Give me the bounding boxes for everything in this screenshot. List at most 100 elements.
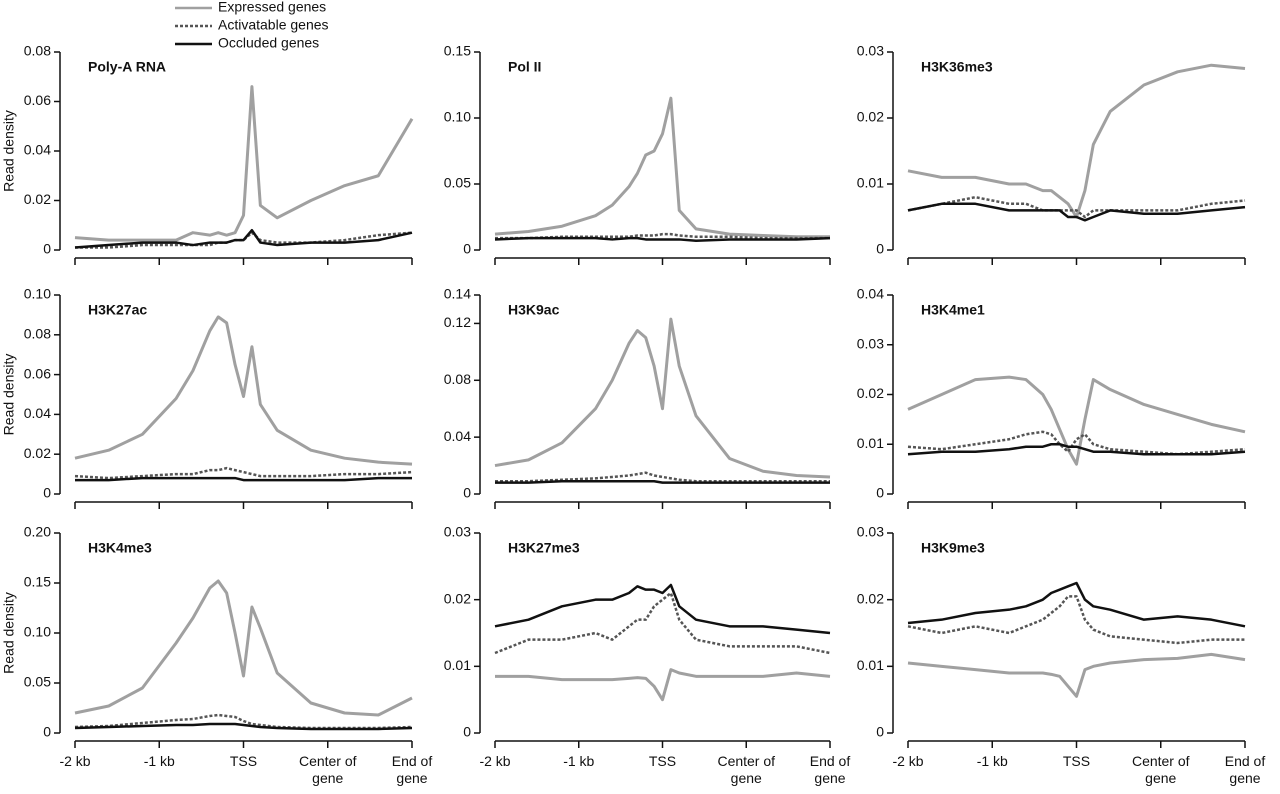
y-tick-label: 0.01 [857, 175, 884, 191]
y-tick-label: 0.10 [444, 109, 471, 125]
panel-title: H3K4me1 [921, 302, 985, 318]
y-tick-label: 0 [463, 485, 471, 501]
series-line [907, 652, 1246, 698]
x-tick-label: TSS [648, 753, 677, 769]
series-line [907, 581, 1246, 628]
panel-title: H3K27ac [88, 302, 147, 318]
x-tick-label: End of gene [1224, 753, 1266, 786]
y-tick-label: 0.15 [444, 43, 471, 59]
x-tick-label: Center of gene [298, 753, 357, 786]
y-tick-label: 0.10 [24, 624, 51, 640]
y-tick-label: 0.03 [857, 335, 884, 351]
y-tick-label: 0.04 [444, 428, 471, 444]
series-line [494, 317, 831, 479]
y-tick-label: 0.04 [24, 142, 51, 158]
y-axis-label: Read density [1, 354, 17, 436]
x-tick-label: Center of gene [717, 753, 776, 786]
series-line [74, 722, 413, 731]
y-tick-label: 0 [43, 724, 51, 740]
panel-title: H3K9ac [508, 302, 560, 318]
series-line [907, 195, 1246, 219]
x-tick-label: -1 kb [563, 753, 595, 769]
y-tick-label: 0.05 [444, 175, 471, 191]
y-tick-label: 0.02 [857, 590, 884, 606]
y-tick-label: 0 [463, 724, 471, 740]
x-tick-label: Center of gene [1131, 753, 1190, 786]
y-tick-label: 0.01 [857, 435, 884, 451]
y-axis-label: Read density [1, 592, 17, 674]
series-line [74, 713, 413, 730]
x-tick-label: TSS [1062, 753, 1091, 769]
x-tick-label: -1 kb [143, 753, 175, 769]
y-tick-label: 0.20 [24, 524, 51, 540]
series-line [494, 591, 831, 655]
y-tick-label: 0 [876, 724, 884, 740]
legend-label: Activatable genes [218, 17, 329, 33]
y-tick-label: 0.03 [444, 524, 471, 540]
series-line [495, 232, 830, 240]
legend-label: Expressed genes [218, 0, 326, 15]
series-line [74, 85, 414, 242]
y-tick-label: 0.12 [444, 314, 471, 330]
series-line [495, 471, 830, 483]
y-tick-label: 0.01 [444, 657, 471, 673]
x-tick-label: -2 kb [59, 753, 91, 769]
y-tick-label: 0.15 [24, 574, 51, 590]
series-line [495, 668, 831, 702]
y-axis-label: Read density [1, 110, 17, 192]
panel-title: H3K9me3 [921, 540, 985, 556]
x-tick-label: -2 kb [479, 753, 511, 769]
panel-title: Pol II [508, 59, 541, 75]
panel-title: H3K27me3 [508, 540, 580, 556]
y-tick-label: 0 [463, 241, 471, 257]
y-tick-label: 0.02 [857, 109, 884, 125]
y-tick-label: 0.10 [24, 286, 51, 302]
y-tick-label: 0.05 [24, 674, 51, 690]
series-line [494, 96, 830, 239]
y-tick-label: 0.06 [24, 365, 51, 381]
y-tick-label: 0.02 [24, 445, 51, 461]
y-tick-label: 0 [876, 241, 884, 257]
panel-title: H3K4me3 [88, 540, 152, 556]
series-line [907, 375, 1246, 466]
x-tick-label: -1 kb [976, 753, 1008, 769]
y-tick-label: 0 [43, 485, 51, 501]
series-line [74, 228, 413, 249]
y-tick-label: 0.02 [857, 385, 884, 401]
series-line [907, 63, 1246, 219]
series-line [494, 236, 831, 243]
y-tick-label: 0.04 [24, 405, 51, 421]
y-tick-label: 0.08 [24, 326, 51, 342]
x-tick-label: -2 kb [892, 753, 924, 769]
series-line [74, 315, 413, 466]
y-tick-label: 0.03 [857, 43, 884, 59]
y-tick-label: 0.14 [444, 286, 471, 302]
x-tick-label: End of gene [809, 753, 851, 786]
x-tick-label: End of gene [391, 753, 433, 786]
y-tick-label: 0 [43, 241, 51, 257]
y-tick-label: 0.01 [857, 657, 884, 673]
legend-label: Occluded genes [218, 35, 319, 51]
y-tick-label: 0.03 [857, 524, 884, 540]
series-line [907, 202, 1246, 222]
series-line [75, 476, 412, 482]
panel-title: Poly-A RNA [88, 59, 166, 75]
series-line [494, 583, 831, 635]
x-tick-label: TSS [229, 753, 258, 769]
y-tick-label: 0 [876, 485, 884, 501]
series-line [74, 466, 413, 480]
series-line [907, 595, 1245, 645]
y-tick-label: 0.02 [444, 590, 471, 606]
panel-title: H3K36me3 [921, 59, 993, 75]
series-line [495, 479, 830, 484]
y-tick-label: 0.04 [857, 286, 884, 302]
y-tick-label: 0.06 [24, 92, 51, 108]
series-line [907, 443, 1246, 456]
y-tick-label: 0.08 [444, 371, 471, 387]
y-tick-label: 0.08 [24, 43, 51, 59]
series-line [74, 579, 413, 717]
series-line [907, 430, 1246, 456]
y-tick-label: 0.02 [24, 191, 51, 207]
